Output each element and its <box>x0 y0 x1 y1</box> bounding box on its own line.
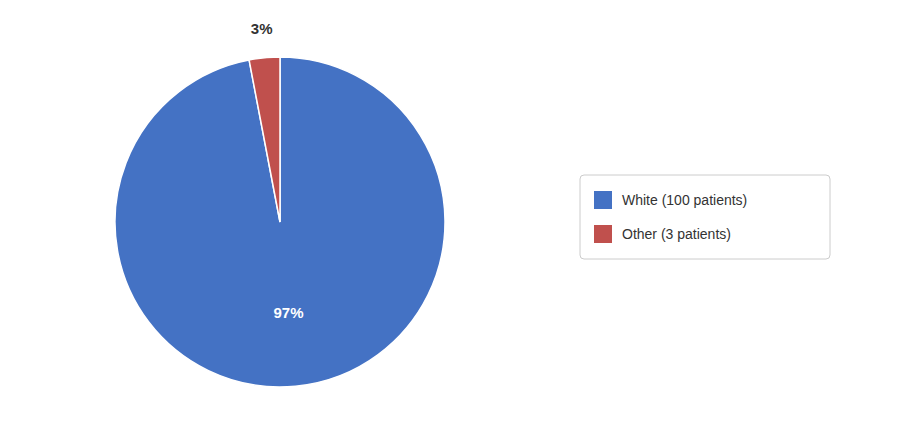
pie-slice <box>115 57 445 387</box>
chart-container: 97% 3% White (100 patients) Other (3 patien… <box>0 0 900 434</box>
data-label: 97% <box>274 304 304 321</box>
data-labels: 97% 3% <box>251 20 304 321</box>
legend-swatch <box>594 225 612 243</box>
legend-label: White (100 patients) <box>622 192 747 208</box>
legend-frame <box>580 175 830 259</box>
legend: White (100 patients) Other (3 patients) <box>580 175 830 259</box>
slices <box>115 57 445 387</box>
legend-swatch <box>594 191 612 209</box>
legend-label: Other (3 patients) <box>622 226 731 242</box>
data-label: 3% <box>251 20 273 37</box>
pie-slice <box>249 57 280 222</box>
chart-svg: 97% 3% White (100 patients) Other (3 patien… <box>0 0 900 434</box>
